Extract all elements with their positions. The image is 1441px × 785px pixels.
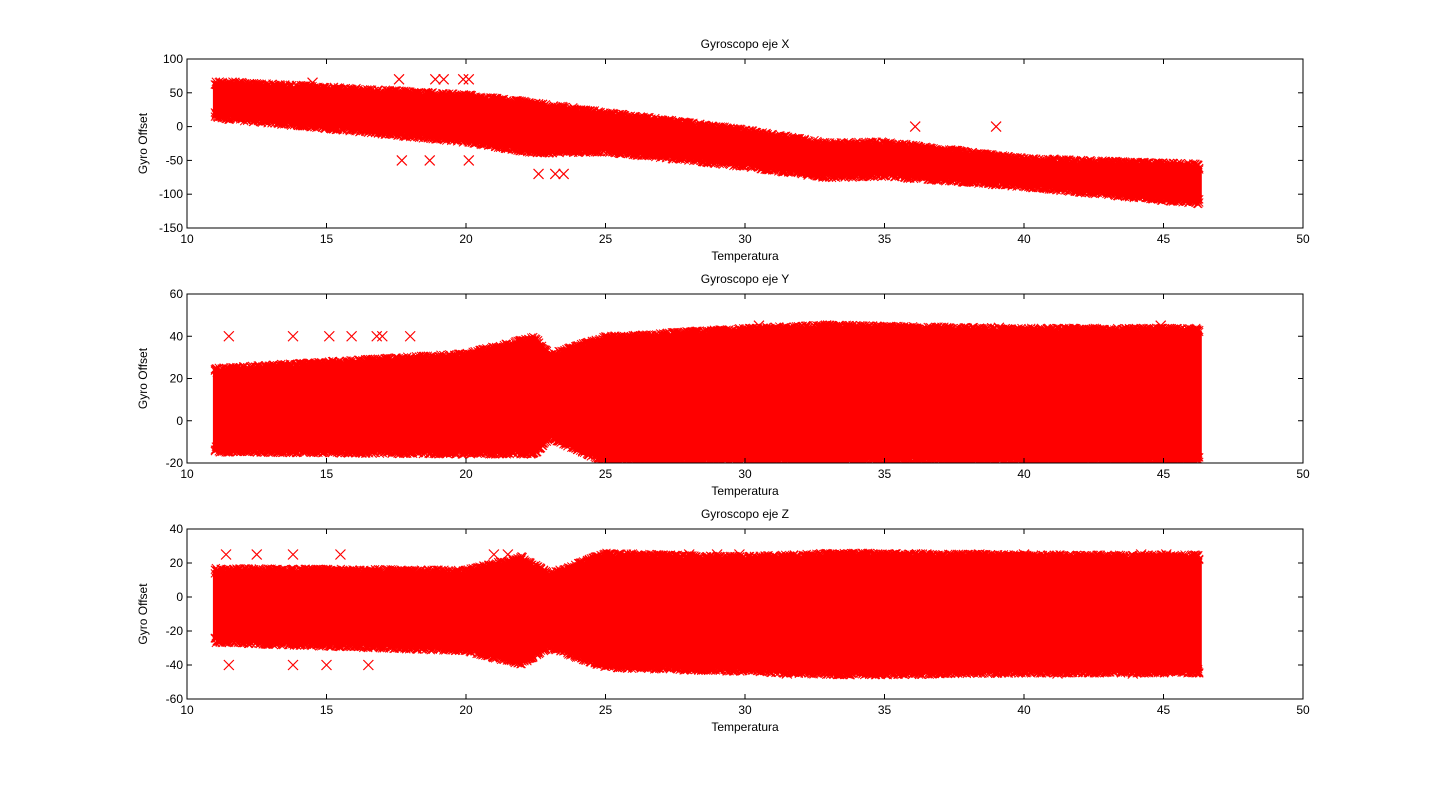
- chart1-scatter-series: [210, 73, 1204, 209]
- chart1: 10 15 20 25 30 35 40 45 50-150-100-50050100Gyros…: [136, 37, 1310, 263]
